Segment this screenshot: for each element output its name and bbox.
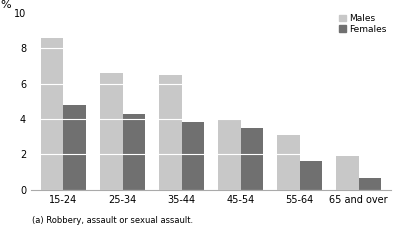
Bar (359, 178, 381, 190)
Bar (181, 122, 204, 190)
Bar (41, 38, 64, 190)
Bar (300, 161, 322, 190)
Bar (64, 105, 86, 190)
Bar (159, 75, 181, 190)
Bar (277, 135, 300, 190)
Y-axis label: %: % (0, 0, 11, 10)
Bar (218, 119, 241, 190)
Bar (123, 114, 145, 190)
Bar (241, 128, 263, 190)
Text: (a) Robbery, assault or sexual assault.: (a) Robbery, assault or sexual assault. (32, 216, 193, 225)
Bar (100, 73, 123, 190)
Legend: Males, Females: Males, Females (339, 14, 387, 34)
Bar (336, 156, 359, 190)
